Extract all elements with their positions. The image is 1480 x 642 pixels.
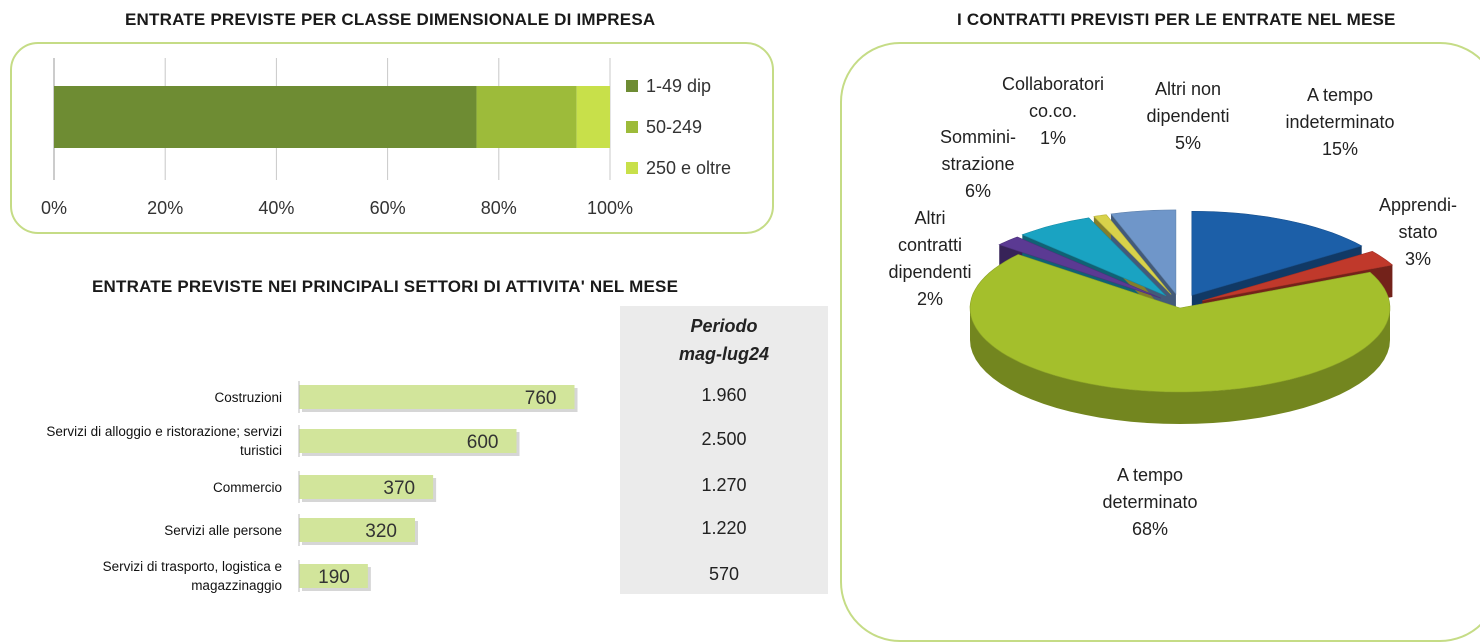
sector-bar bbox=[299, 564, 368, 588]
period-column-bg bbox=[620, 306, 828, 594]
sector-bar bbox=[299, 385, 575, 409]
size-tick-label: 100% bbox=[587, 198, 633, 218]
pie-label-percent: 68% bbox=[1131, 519, 1169, 539]
size-chart: 0% 20% 40% 60% 80% 100% 1-49 dip 50-249 250 e ol… bbox=[41, 58, 731, 218]
legend-swatch-3 bbox=[626, 162, 638, 174]
pie-slice-somministrazione bbox=[1021, 217, 1167, 297]
period-value: 1.270 bbox=[701, 475, 747, 495]
pie-label-line: determinato bbox=[1102, 492, 1198, 512]
sector-category-line: Servizi di trasporto, logistica e bbox=[102, 559, 282, 574]
pie-slice-a-tempo-determinato bbox=[969, 254, 1391, 393]
pie-label-line: Altri non bbox=[1154, 79, 1222, 99]
period-value: 2.500 bbox=[701, 429, 747, 449]
sector-value-label: 320 bbox=[365, 521, 397, 542]
legend-swatch-2 bbox=[626, 121, 638, 133]
size-chart-title: ENTRATE PREVISTE PER CLASSE DIMENSIONALE… bbox=[125, 10, 656, 29]
pie-slice-side-3 bbox=[970, 308, 1390, 424]
sector-category-label: Servizi di trasporto, logistica e magazzi… bbox=[0, 557, 282, 595]
sector-bar bbox=[299, 475, 434, 499]
pie-slice-altri-non-dipendenti bbox=[1110, 209, 1177, 295]
sector-category-label: Costruzioni bbox=[0, 388, 282, 407]
pie-label-altri-contratti-dipendenti: Altri contratti dipendenti 2% bbox=[850, 205, 1010, 313]
period-header: Periodo mag-lug24 bbox=[620, 312, 828, 368]
sector-category-line: Servizi di alloggio e ristorazione; serv… bbox=[46, 424, 282, 439]
sector-value-label: 600 bbox=[467, 432, 499, 453]
period-value: 1.220 bbox=[701, 518, 747, 538]
legend-label-3: 250 e oltre bbox=[646, 158, 731, 178]
pie-label-line: Collaboratori bbox=[1001, 74, 1105, 94]
legend-swatch-1 bbox=[626, 80, 638, 92]
size-tick-label: 0% bbox=[41, 198, 67, 218]
size-tick-label: 40% bbox=[258, 198, 294, 218]
sector-category-line: turistici bbox=[239, 443, 282, 458]
sector-category-line: Servizi alle persone bbox=[164, 522, 282, 538]
pie-label-line: Sommini- bbox=[939, 127, 1016, 147]
sector-category-line: Costruzioni bbox=[214, 389, 282, 405]
sector-value-label: 370 bbox=[383, 478, 415, 499]
pie-slice-a-tempo-indeterminato bbox=[1191, 210, 1363, 296]
sector-chart-title: ENTRATE PREVISTE NEI PRINCIPALI SETTORI … bbox=[92, 277, 679, 296]
contracts-pie-chart bbox=[969, 209, 1394, 424]
pie-slice-apprendistato bbox=[1202, 250, 1394, 301]
pie-label-collaboratori-co-co-: Collaboratori co.co. 1% bbox=[973, 71, 1133, 152]
pie-label-somministrazione: Sommini-strazione 6% bbox=[898, 124, 1058, 205]
pie-slice-altri-contratti-dipendenti bbox=[998, 236, 1162, 299]
pie-label-a-tempo-determinato: A tempo determinato 68% bbox=[1070, 462, 1230, 543]
sector-bar bbox=[299, 429, 517, 453]
sector-bar bbox=[299, 518, 415, 542]
period-header-line-1: Periodo bbox=[690, 316, 758, 336]
period-value: 1.960 bbox=[701, 385, 747, 405]
size-tick-label: 60% bbox=[370, 198, 406, 218]
pie-label-percent: 3% bbox=[1404, 249, 1431, 269]
period-value: 570 bbox=[708, 564, 740, 584]
sector-category-label: Servizi alle persone bbox=[0, 521, 282, 540]
size-segment-3 bbox=[576, 86, 610, 148]
legend-label-1: 1-49 dip bbox=[646, 76, 711, 96]
pie-label-altri-non-dipendenti: Altri non dipendenti 5% bbox=[1108, 76, 1268, 157]
legend-label-2: 50-249 bbox=[646, 117, 702, 137]
pie-label-line: dipendenti bbox=[1146, 106, 1230, 126]
sector-category-label: Servizi di alloggio e ristorazione; serv… bbox=[0, 422, 282, 460]
size-tick-label: 20% bbox=[147, 198, 183, 218]
pie-label-line: co.co. bbox=[1028, 101, 1078, 121]
sector-category-label: Commercio bbox=[0, 478, 282, 497]
pie-label-percent: 15% bbox=[1321, 139, 1359, 159]
pie-label-percent: 6% bbox=[964, 181, 991, 201]
sector-category-line: Commercio bbox=[212, 479, 282, 495]
size-segment-2 bbox=[476, 86, 577, 148]
pie-slice-collaboratori-co-co- bbox=[1093, 214, 1172, 295]
pie-label-line: indeterminato bbox=[1285, 112, 1395, 132]
size-tick-label: 80% bbox=[481, 198, 517, 218]
sector-value-label: 760 bbox=[525, 388, 557, 409]
pie-label-line: Apprendi- bbox=[1378, 195, 1458, 215]
pie-label-apprendistato: Apprendi-stato 3% bbox=[1338, 192, 1480, 273]
pie-label-percent: 1% bbox=[1039, 128, 1066, 148]
pie-label-line: A tempo bbox=[1306, 85, 1374, 105]
sector-chart: 760 600 370 320 190 bbox=[298, 381, 578, 592]
sector-value-label: 190 bbox=[318, 567, 350, 588]
pie-label-percent: 5% bbox=[1174, 133, 1201, 153]
size-segment-1 bbox=[54, 86, 477, 148]
pie-label-percent: 2% bbox=[916, 289, 943, 309]
contracts-chart-title: I CONTRATTI PREVISTI PER LE ENTRATE NEL … bbox=[957, 10, 1396, 29]
pie-label-a-tempo-indeterminato: A tempo indeterminato 15% bbox=[1260, 82, 1420, 163]
pie-label-line: Altri bbox=[914, 208, 946, 228]
pie-label-line: strazione bbox=[941, 154, 1015, 174]
pie-label-line: contratti bbox=[897, 235, 963, 255]
pie-label-line: stato bbox=[1398, 222, 1438, 242]
period-header-line-2: mag-lug24 bbox=[678, 344, 770, 364]
sector-category-line: magazzinaggio bbox=[191, 578, 282, 593]
pie-label-line: A tempo bbox=[1116, 465, 1184, 485]
pie-label-line: dipendenti bbox=[888, 262, 972, 282]
